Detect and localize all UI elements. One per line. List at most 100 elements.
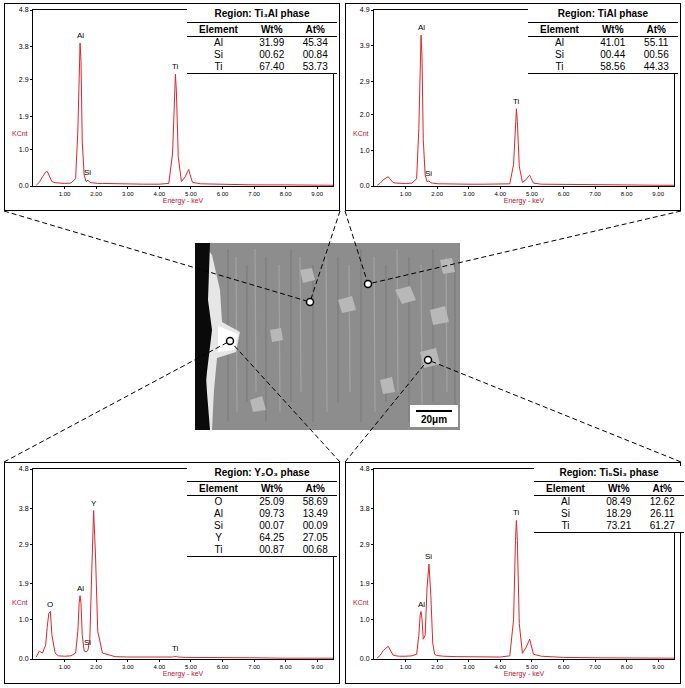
svg-text:1.00: 1.00	[400, 664, 412, 670]
svg-text:2.00: 2.00	[431, 191, 443, 197]
svg-text:6.00: 6.00	[558, 191, 570, 197]
svg-text:2.00: 2.00	[431, 664, 443, 670]
svg-text:5.00: 5.00	[526, 191, 538, 197]
svg-text:Al: Al	[418, 600, 425, 609]
svg-text:Si: Si	[84, 638, 91, 647]
html-text:00.62: 00.62	[259, 49, 285, 60]
svg-text:7.00: 7.00	[248, 664, 260, 670]
svg-text:4.00: 4.00	[494, 191, 506, 197]
html-text:67.40: 67.40	[259, 61, 285, 72]
svg-text:KCnt: KCnt	[353, 599, 369, 606]
svg-text:9.00: 9.00	[311, 664, 323, 670]
html-text:Element: Element	[199, 24, 238, 35]
svg-text:Energy - keV: Energy - keV	[504, 197, 545, 205]
svg-text:4.00: 4.00	[153, 664, 165, 670]
svg-text:Energy - keV: Energy - keV	[504, 670, 545, 678]
svg-text:2.0: 2.0	[360, 111, 370, 118]
svg-text:1.9: 1.9	[19, 113, 29, 120]
svg-text:9.00: 9.00	[311, 191, 323, 197]
html-text:31.99: 31.99	[259, 37, 285, 48]
svg-text:1.9: 1.9	[19, 580, 29, 587]
svg-text:3.00: 3.00	[122, 191, 134, 197]
html-text:00.84: 00.84	[302, 49, 328, 60]
svg-text:KCnt: KCnt	[12, 130, 28, 137]
html-text:45.34: 45.34	[302, 37, 328, 48]
svg-text:0.0: 0.0	[360, 182, 370, 189]
svg-text:5.00: 5.00	[185, 191, 197, 197]
html-text:Wt%: Wt%	[260, 24, 283, 35]
svg-text:2.9: 2.9	[19, 541, 29, 548]
html-text:55.11: 55.11	[644, 37, 669, 48]
svg-text:Ti: Ti	[172, 62, 179, 71]
svg-text:3.8: 3.8	[19, 505, 29, 512]
svg-text:Ti: Ti	[513, 97, 520, 106]
html-text:41.01: 41.01	[600, 37, 626, 48]
svg-text:5.00: 5.00	[185, 664, 197, 670]
svg-text:8.00: 8.00	[280, 191, 292, 197]
svg-text:3.00: 3.00	[463, 664, 475, 670]
html-text:At%: At%	[305, 24, 325, 35]
svg-text:2.00: 2.00	[90, 664, 102, 670]
svg-text:Ti: Ti	[172, 644, 179, 653]
svg-text:1.00: 1.00	[59, 191, 71, 197]
svg-text:KCnt: KCnt	[12, 599, 28, 606]
html-text:Region: Ti₃Al phase: Region: Ti₃Al phase	[214, 8, 310, 19]
html-text:Region: TiAl phase: Region: TiAl phase	[557, 8, 649, 19]
html-text:Wt%: Wt%	[601, 24, 624, 35]
svg-text:2.9: 2.9	[19, 76, 29, 83]
svg-text:Al: Al	[77, 31, 84, 40]
svg-text:9.00: 9.00	[652, 664, 664, 670]
svg-text:6.00: 6.00	[217, 191, 229, 197]
svg-text:0.0: 0.0	[19, 655, 29, 662]
svg-text:Energy - keV: Energy - keV	[163, 197, 204, 205]
html-text:00.44: 00.44	[600, 49, 626, 60]
svg-text:7.00: 7.00	[248, 191, 260, 197]
svg-text:20μm: 20μm	[421, 414, 447, 425]
svg-text:1.9: 1.9	[360, 580, 370, 587]
svg-text:Si: Si	[425, 169, 432, 178]
svg-text:Si: Si	[84, 168, 91, 177]
html-text:At%: At%	[646, 24, 666, 35]
svg-text:2.00: 2.00	[90, 191, 102, 197]
svg-text:8.00: 8.00	[621, 664, 633, 670]
svg-text:Al: Al	[77, 584, 84, 593]
svg-text:3.8: 3.8	[19, 43, 29, 50]
svg-text:3.00: 3.00	[463, 191, 475, 197]
svg-text:5.00: 5.00	[526, 664, 538, 670]
svg-text:Si: Si	[425, 552, 432, 561]
svg-text:Al: Al	[418, 23, 425, 32]
svg-text:O: O	[47, 600, 53, 609]
svg-text:0.0: 0.0	[19, 182, 29, 189]
svg-text:9.00: 9.00	[652, 191, 664, 197]
svg-text:1.00: 1.00	[59, 664, 71, 670]
svg-text:3.8: 3.8	[360, 505, 370, 512]
svg-text:1.0: 1.0	[19, 146, 29, 153]
svg-text:4.00: 4.00	[494, 664, 506, 670]
svg-text:1.0: 1.0	[360, 147, 370, 154]
svg-text:Ti: Ti	[513, 508, 520, 517]
svg-text:4.8: 4.8	[360, 465, 370, 472]
svg-text:4.8: 4.8	[19, 465, 29, 472]
svg-text:2.9: 2.9	[360, 78, 370, 85]
svg-text:0.0: 0.0	[360, 655, 370, 662]
svg-text:Energy - keV: Energy - keV	[163, 670, 204, 678]
html-text:Element: Element	[540, 24, 579, 35]
svg-text:7.00: 7.00	[589, 191, 601, 197]
svg-text:3.9: 3.9	[360, 42, 370, 49]
svg-text:1.0: 1.0	[19, 616, 29, 623]
svg-text:8.00: 8.00	[621, 191, 633, 197]
html-text:53.73: 53.73	[302, 61, 328, 72]
svg-text:6.00: 6.00	[558, 664, 570, 670]
svg-text:4.9: 4.9	[360, 6, 370, 13]
svg-text:Y: Y	[91, 499, 97, 508]
svg-text:8.00: 8.00	[280, 664, 292, 670]
svg-text:4.00: 4.00	[153, 191, 165, 197]
svg-text:6.00: 6.00	[217, 664, 229, 670]
svg-text:3.00: 3.00	[122, 664, 134, 670]
svg-text:7.00: 7.00	[589, 664, 601, 670]
svg-text:KCnt: KCnt	[353, 130, 369, 137]
svg-text:1.0: 1.0	[360, 616, 370, 623]
svg-text:1.00: 1.00	[400, 191, 412, 197]
svg-text:2.9: 2.9	[360, 541, 370, 548]
svg-text:4.8: 4.8	[19, 6, 29, 13]
